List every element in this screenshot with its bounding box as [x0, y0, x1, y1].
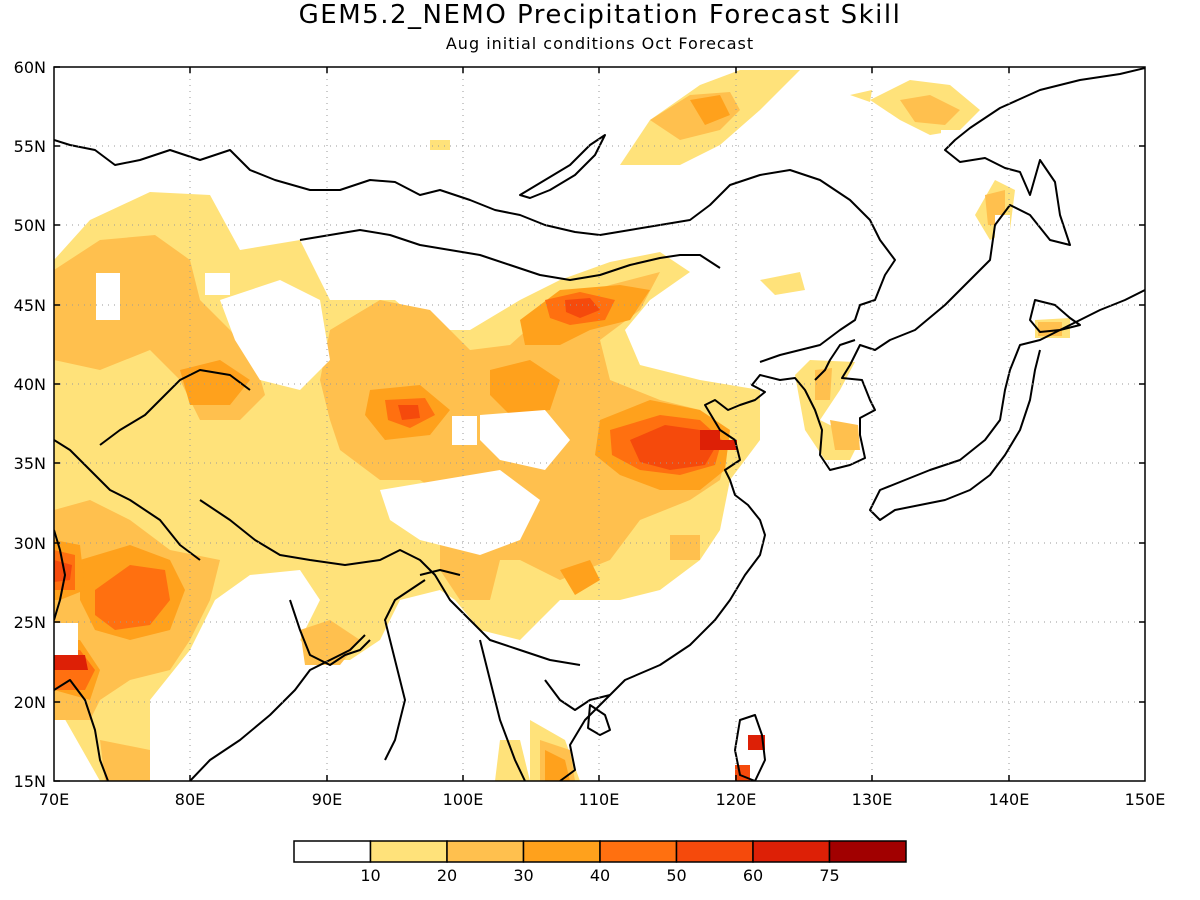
lon-label-140e: 140E — [989, 790, 1030, 809]
colorbar-label: 10 — [360, 866, 380, 885]
skill-level-50 — [54, 298, 750, 781]
colorbar-label: 50 — [666, 866, 686, 885]
lat-labels: 60N 55N 50N 45N 40N 35N 30N 25N 20N 15N — [14, 58, 46, 791]
colorbar-swatch — [675, 840, 754, 863]
lon-label-110e: 110E — [579, 790, 620, 809]
colorbar-swatch — [446, 840, 525, 863]
colorbar-swatch — [522, 840, 601, 863]
colorbar-label: 30 — [513, 866, 533, 885]
lat-label-20n: 20N — [14, 693, 46, 712]
lat-label-35n: 35N — [14, 454, 46, 473]
skill-shading — [54, 70, 1070, 781]
lon-label-150e: 150E — [1125, 790, 1166, 809]
lon-label-70e: 70E — [39, 790, 69, 809]
lon-label-130e: 130E — [852, 790, 893, 809]
masked-cells — [54, 130, 1010, 655]
lat-label-55n: 55N — [14, 137, 46, 156]
lat-label-60n: 60N — [14, 58, 46, 77]
colorbar — [293, 840, 907, 863]
colorbar-swatch — [828, 840, 907, 863]
lon-label-90e: 90E — [312, 790, 342, 809]
lon-label-100e: 100E — [443, 790, 484, 809]
colorbar-labels: 10 20 30 40 50 60 75 — [360, 866, 839, 885]
skill-level-60 — [54, 430, 765, 750]
lon-label-120e: 120E — [716, 790, 757, 809]
colorbar-swatch — [752, 840, 831, 863]
colorbar-label: 20 — [437, 866, 457, 885]
chart-subtitle: Aug initial conditions Oct Forecast — [445, 34, 755, 53]
lat-label-50n: 50N — [14, 216, 46, 235]
lon-labels: 70E 80E 90E 100E 110E 120E 130E 140E 150… — [39, 790, 1166, 809]
lon-label-80e: 80E — [175, 790, 205, 809]
colorbar-label: 75 — [819, 866, 839, 885]
tick-marks — [54, 66, 1145, 782]
colorbar-label: 40 — [590, 866, 610, 885]
chart-title: GEM5.2_NEMO Precipitation Forecast Skill — [298, 0, 902, 30]
lat-label-30n: 30N — [14, 534, 46, 553]
colorbar-swatch — [369, 840, 448, 863]
lat-label-40n: 40N — [14, 375, 46, 394]
coastlines-and-borders — [54, 67, 1145, 781]
colorbar-swatch — [599, 840, 678, 863]
lat-label-15n: 15N — [14, 772, 46, 791]
lat-label-45n: 45N — [14, 296, 46, 315]
map-grid — [54, 67, 1145, 781]
colorbar-label: 60 — [743, 866, 763, 885]
colorbar-swatch — [293, 840, 372, 863]
lat-label-25n: 25N — [14, 613, 46, 632]
